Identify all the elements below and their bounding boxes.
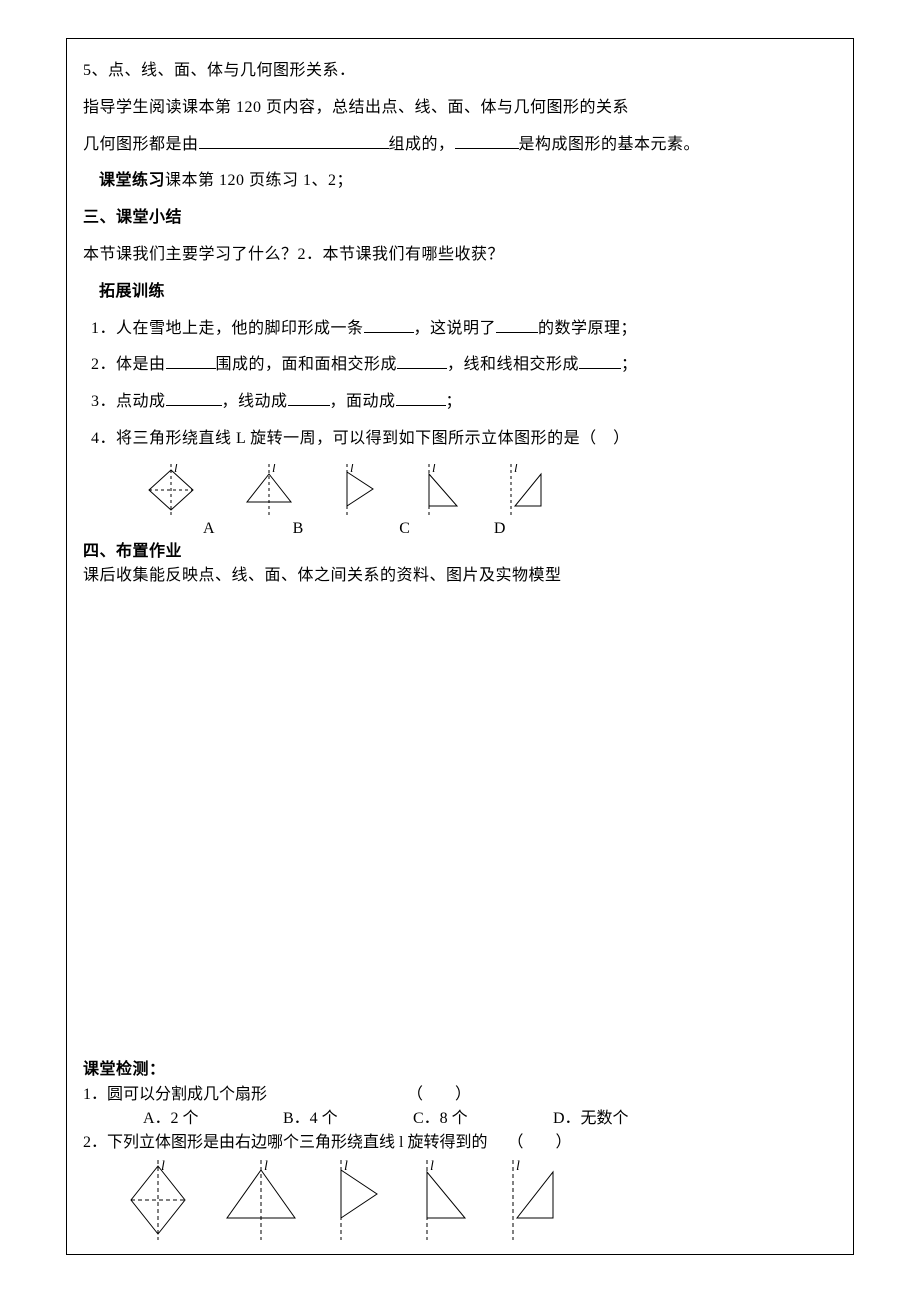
sec3-heading: 三、课堂小结 <box>83 200 837 237</box>
test-q1-opts: A．2 个 B．4 个 C．8 个 D．无数个 <box>83 1108 837 1130</box>
test-q2: 2．下列立体图形是由右边哪个三角形绕直线 l 旋转得到的 <box>83 1130 487 1156</box>
blank <box>166 353 216 369</box>
label-a: A <box>203 518 215 540</box>
q1b: ，这说明了 <box>414 320 497 337</box>
diagram-c: l <box>339 464 379 516</box>
svg-text:l: l <box>350 464 354 475</box>
bdiag-1: l <box>123 1160 193 1240</box>
sec5-p2b: 组成的， <box>389 136 455 153</box>
blank <box>455 133 519 149</box>
sec5-p2c: 是构成图形的基本元素。 <box>519 136 701 153</box>
sec4-heading: 四、布置作业 <box>83 540 837 564</box>
svg-text:l: l <box>432 464 436 475</box>
svg-text:l: l <box>272 464 276 475</box>
q2c: ，线和线相交形成 <box>447 356 579 373</box>
svg-text:l: l <box>264 1160 268 1174</box>
opt-c: C．8 个 <box>413 1108 553 1130</box>
q2d: ； <box>621 356 638 373</box>
svg-text:l: l <box>174 464 178 475</box>
bdiag-2: l <box>221 1160 301 1240</box>
practice-rest: 课本第 120 页练习 1、2； <box>165 172 353 189</box>
blank <box>199 133 389 149</box>
label-d: D <box>488 518 506 540</box>
svg-text:l: l <box>161 1160 165 1174</box>
label-b: B <box>293 518 304 540</box>
svg-text:l: l <box>514 464 518 475</box>
diagram-e: l <box>503 464 549 516</box>
test-heading: 课堂检测： <box>83 1058 837 1082</box>
q3b: ，线动成 <box>222 393 288 410</box>
opt-b: B．4 个 <box>283 1108 413 1130</box>
expand-heading: 拓展训练 <box>83 274 837 311</box>
test-q1-row: 1．圆可以分割成几个扇形 （ ） <box>83 1082 837 1108</box>
expand-q4: 4．将三角形绕直线 L 旋转一周，可以得到如下图所示立体图形的是（ ） <box>83 421 837 458</box>
sec3-p1: 本节课我们主要学习了什么？2．本节课我们有哪些收获？ <box>83 237 837 274</box>
opt-a: A．2 个 <box>143 1108 283 1130</box>
expand-q3: 3．点动成 ，线动成 ，面动成 ； <box>83 384 837 421</box>
svg-text:l: l <box>344 1160 348 1174</box>
q2a: 2．体是由 <box>91 356 166 373</box>
expand-q1: 1．人在雪地上走，他的脚印形成一条 ，这说明了 的数学原理； <box>83 311 837 348</box>
blank <box>496 317 538 333</box>
svg-text:l: l <box>516 1160 520 1174</box>
q3a: 3．点动成 <box>91 393 166 410</box>
blank <box>579 353 621 369</box>
blank <box>288 390 330 406</box>
test-q1-paren: （ ） <box>267 1082 471 1108</box>
bdiag-5: l <box>501 1160 563 1240</box>
test-q2-row: 2．下列立体图形是由右边哪个三角形绕直线 l 旋转得到的 （ ） <box>83 1130 837 1156</box>
label-c: C <box>381 518 410 540</box>
sec5-title: 5、点、线、面、体与几何图形关系． <box>83 53 837 90</box>
bdiag-4: l <box>415 1160 473 1240</box>
sec5-p1: 指导学生阅读课本第 120 页内容，总结出点、线、面、体与几何图形的关系 <box>83 90 837 127</box>
diagram-b: l <box>241 464 297 516</box>
q2b: 围成的，面和面相交形成 <box>216 356 398 373</box>
sec4-p1: 课后收集能反映点、线、面、体之间关系的资料、图片及实物模型 <box>83 564 837 588</box>
q3d: ； <box>446 393 463 410</box>
opt-d: D．无数个 <box>553 1108 629 1130</box>
blank <box>364 317 414 333</box>
test-q1: 1．圆可以分割成几个扇形 <box>83 1082 267 1108</box>
q4-diagrams: l l l l l <box>83 458 837 516</box>
expand-q2: 2．体是由 围成的，面和面相交形成 ，线和线相交形成 ； <box>83 347 837 384</box>
sec5-p2a: 几何图形都是由 <box>83 136 199 153</box>
q2-diagrams: l l l l l <box>83 1160 837 1240</box>
blank <box>166 390 222 406</box>
page-content: 5、点、线、面、体与几何图形关系． 指导学生阅读课本第 120 页内容，总结出点… <box>66 38 854 1255</box>
practice-label: 课堂练习课本第 120 页练习 1、2； <box>83 163 837 200</box>
q1c: 的数学原理； <box>538 320 637 337</box>
q1a: 1．人在雪地上走，他的脚印形成一条 <box>91 320 364 337</box>
sec5-p2: 几何图形都是由 组成的， 是构成图形的基本元素。 <box>83 127 837 164</box>
blank <box>396 390 446 406</box>
svg-text:l: l <box>430 1160 434 1174</box>
bdiag-3: l <box>329 1160 387 1240</box>
test-q2-paren: （ ） <box>487 1130 571 1156</box>
diagram-d: l <box>421 464 461 516</box>
q3c: ，面动成 <box>330 393 396 410</box>
diagram-a: l <box>143 464 199 516</box>
blank <box>397 353 447 369</box>
q4-labels: A B C D <box>83 518 837 540</box>
blank-space <box>83 588 837 1058</box>
practice-bold: 课堂练习 <box>99 172 165 189</box>
